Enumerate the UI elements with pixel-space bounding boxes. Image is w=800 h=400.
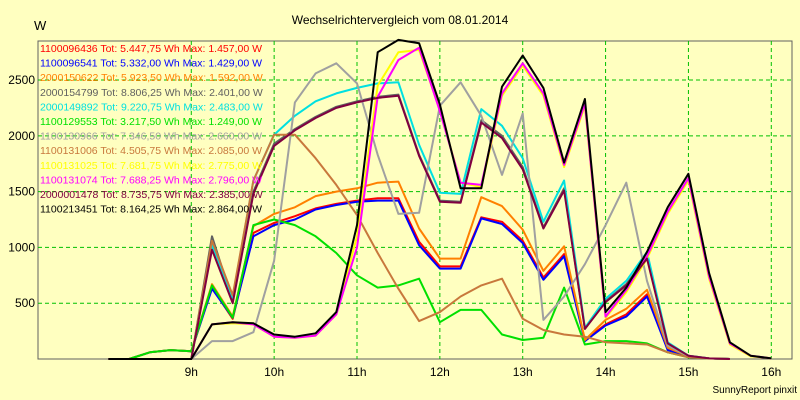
x-tick-label: 14h: [596, 365, 616, 379]
x-tick-label: 12h: [430, 365, 450, 379]
y-tick-label: 2000: [8, 129, 35, 143]
x-tick-label: 16h: [761, 365, 781, 379]
y-tick-label: 1500: [8, 185, 35, 199]
series-line-2000150622: [108, 180, 730, 360]
series-line-1100130966: [108, 62, 730, 360]
grid-lines: [38, 41, 792, 359]
x-tick-labels: 9h 10h 11h 12h 13h 14h 15h 16h: [185, 365, 782, 379]
y-tick-label: 500: [15, 296, 35, 310]
x-tick-label: 11h: [347, 365, 366, 379]
legend-entry-2000149892: 2000149892 Tot: 9.220,75 Wh Max: 2.483,0…: [40, 101, 263, 113]
legend-entry-1100129553: 1100129553 Tot: 3.217,50 Wh Max: 1.249,0…: [40, 116, 262, 128]
y-tick-labels: 500 1000 1500 2000 2500: [8, 73, 35, 310]
series-line-1100131006: [108, 133, 730, 360]
legend-entry-1100096541: 1100096541 Tot: 5.332,00 Wh Max: 1.429,0…: [40, 58, 262, 70]
legend-entry-2000154799: 2000154799 Tot: 8.806,25 Wh Max: 2.401,0…: [40, 87, 263, 99]
x-tick-label: 10h: [264, 365, 284, 379]
plot-area: [37, 40, 793, 360]
legend-entry-2000001478: 2000001478 Tot: 8.735,75 Wh Max: 2.385,0…: [40, 189, 263, 201]
x-tick-label: 9h: [185, 365, 198, 379]
series-line-2000001478: [108, 94, 730, 360]
legend-entry-1100130966: 1100130966 Tot: 7.346,50 Wh Max: 2.660,0…: [40, 131, 262, 143]
y-tick-label: 1000: [8, 240, 35, 254]
chart-title: Wechselrichtervergleich vom 08.01.2014: [292, 13, 509, 27]
legend-entry-1100213451: 1100213451 Tot: 8.164,25 Wh Max: 2.864,0…: [40, 204, 262, 216]
legend-entry-1100131006: 1100131006 Tot: 4.505,75 Wh Max: 2.085,0…: [40, 145, 262, 157]
footer-credit: SunnyReport pinxit: [713, 385, 798, 396]
legend: 1100096436 Tot: 5.447,75 Wh Max: 1.457,0…: [40, 43, 263, 216]
legend-entry-2000150622: 2000150622 Tot: 5.923,50 Wh Max: 1.592,0…: [40, 72, 263, 84]
series-line-1100129553: [108, 218, 730, 360]
series-lines: [108, 38, 772, 360]
y-tick-label: 2500: [8, 73, 35, 87]
legend-entry-1100131025: 1100131025 Tot: 7.681,75 Wh Max: 2.775,0…: [40, 160, 262, 172]
x-tick-label: 13h: [513, 365, 533, 379]
legend-entry-1100131074: 1100131074 Tot: 7.688,25 Wh Max: 2.796,0…: [40, 174, 262, 186]
y-axis-label: W: [34, 18, 47, 33]
x-tick-label: 15h: [678, 365, 698, 379]
series-line-1100213451: [108, 38, 772, 360]
legend-entry-1100096436: 1100096436 Tot: 5.447,75 Wh Max: 1.457,0…: [40, 43, 262, 55]
